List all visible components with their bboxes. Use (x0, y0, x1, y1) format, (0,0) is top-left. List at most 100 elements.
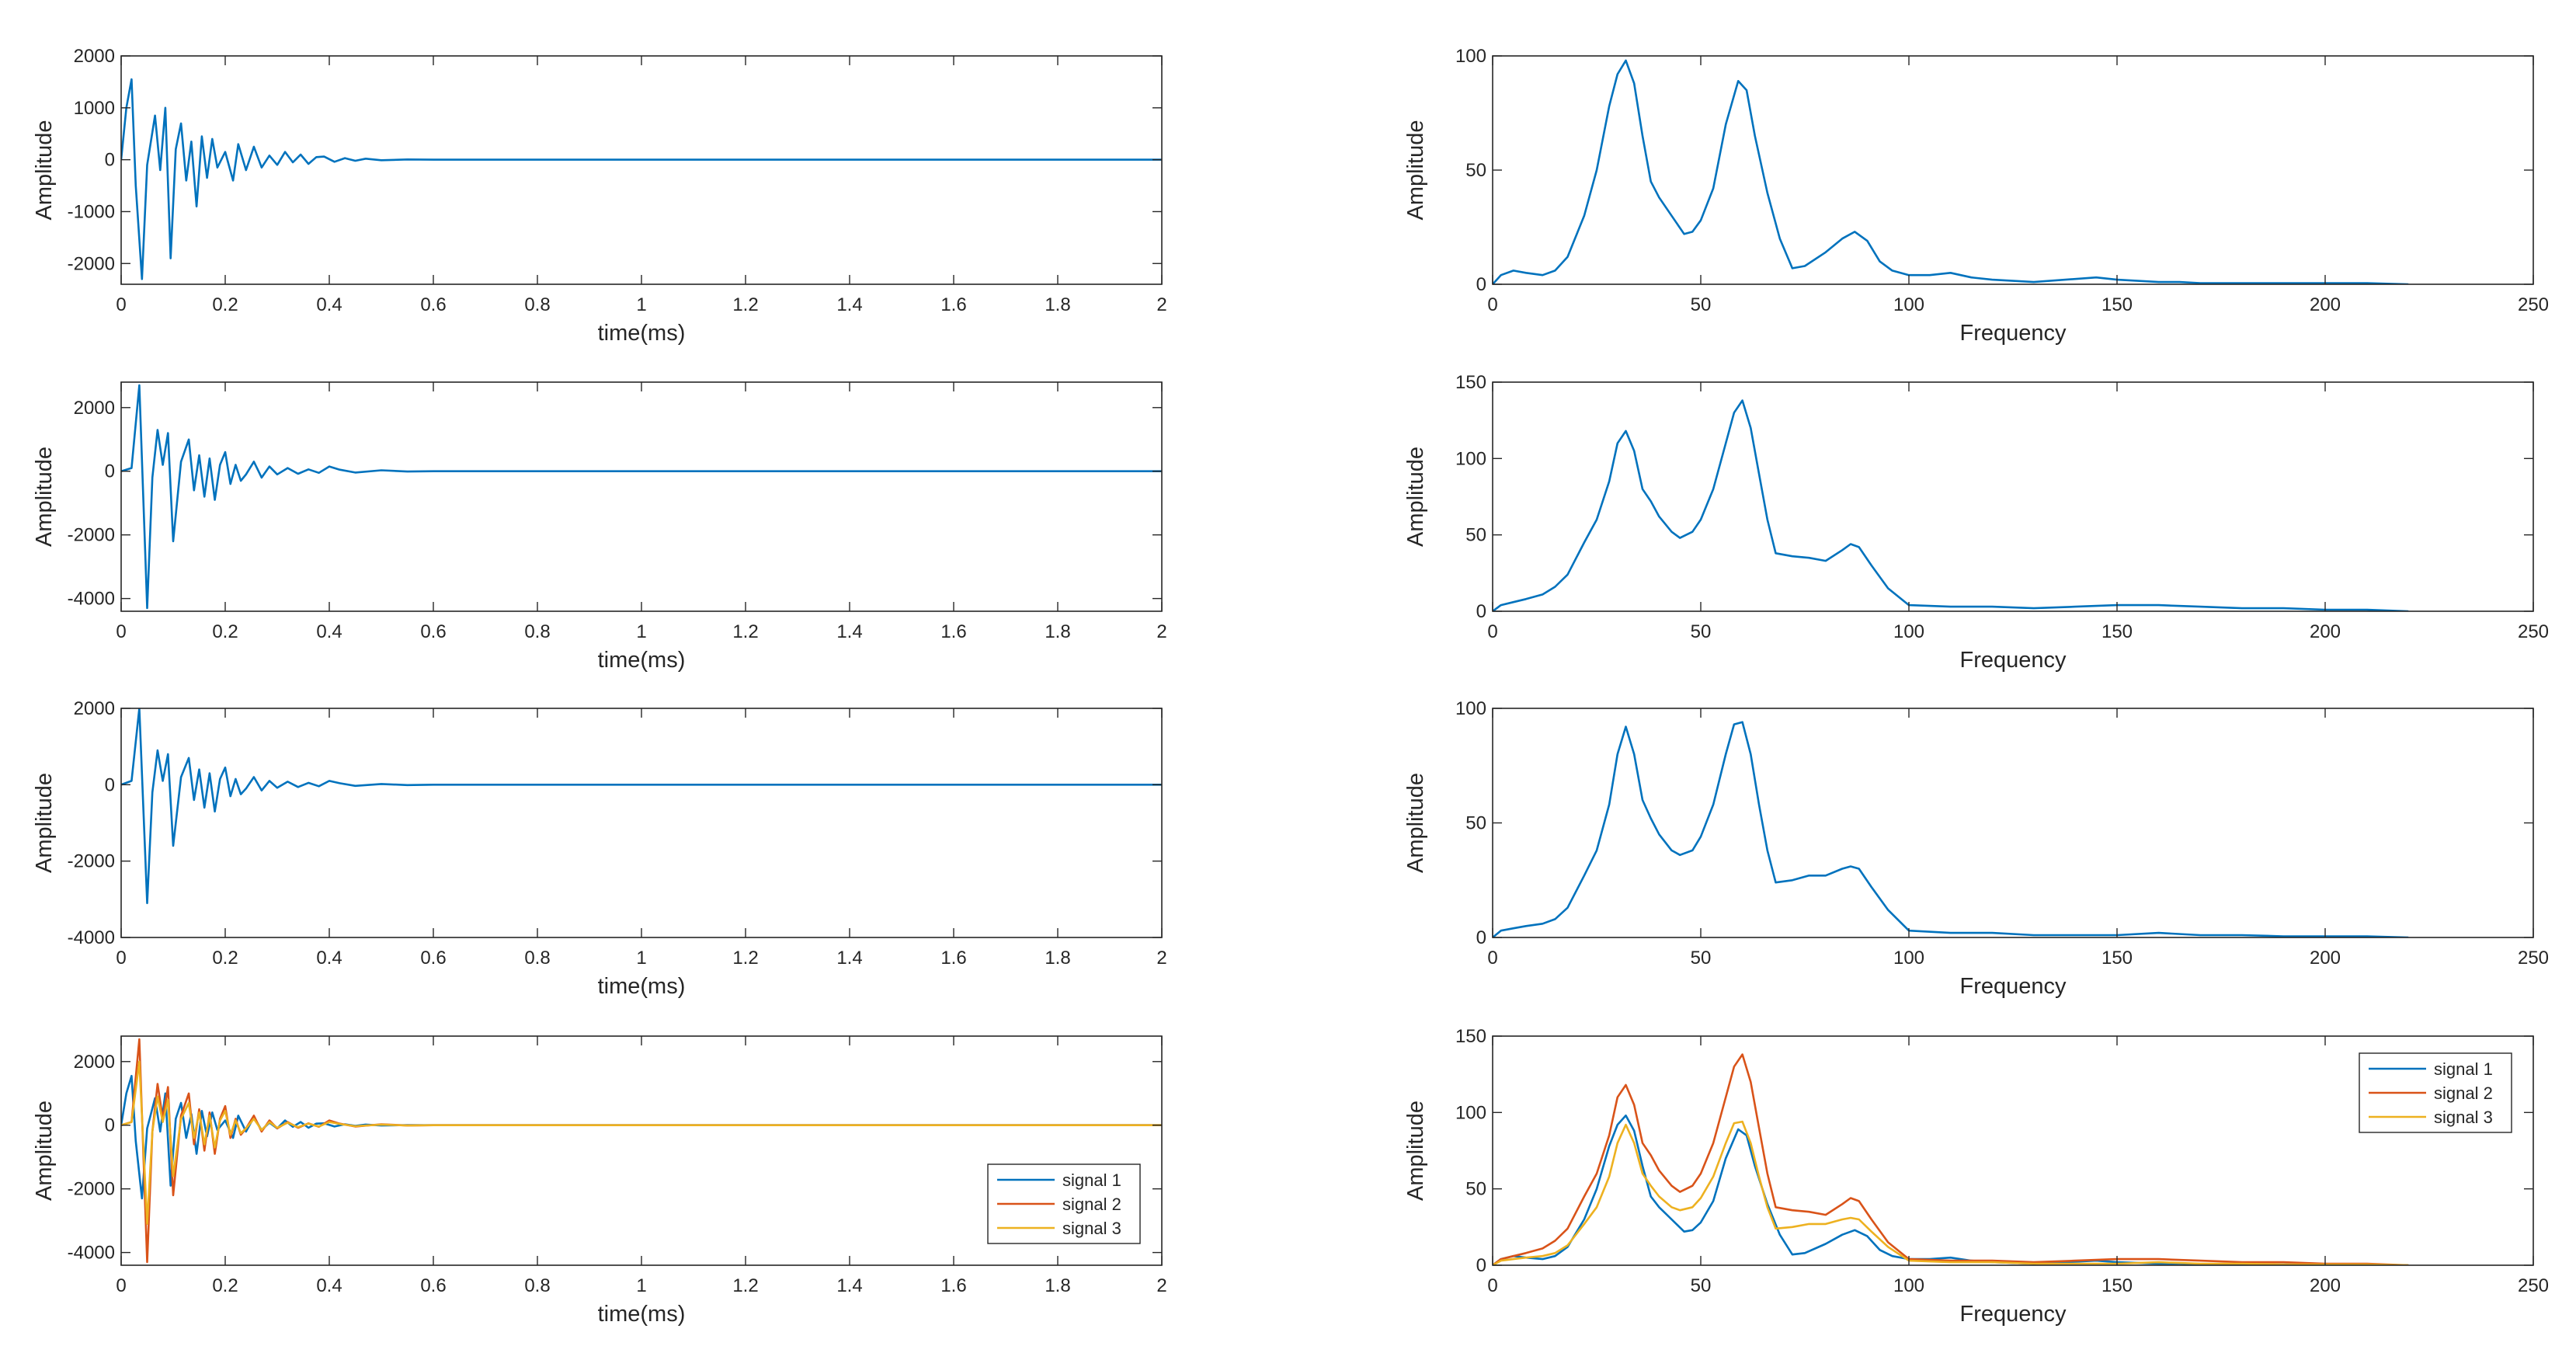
y-tick-label: 100 (1455, 448, 1486, 469)
y-tick-label: 1000 (74, 98, 115, 119)
x-tick-label: 1.2 (732, 1275, 758, 1296)
y-tick-label: 0 (105, 774, 115, 795)
x-tick-label: 1.4 (836, 948, 862, 969)
axes-box (120, 381, 1163, 612)
x-tick-label: 50 (1691, 948, 1712, 969)
y-tick-label: -4000 (68, 1243, 115, 1264)
x-axis-title: Frequency (1959, 321, 2067, 346)
y-tick-label: 50 (1465, 525, 1486, 546)
chart-panel-freq1: 0 50 100 150 200 250 0 50 100 Frequency Amplitude (1403, 46, 2549, 346)
x-tick-label: 50 (1691, 621, 1712, 642)
series-line-signal-2 (1493, 1053, 2409, 1265)
x-tick-label: 0.6 (420, 948, 446, 969)
chart-panel-time2: 0 0.2 0.4 0.6 0.8 1 1.2 1.4 1.6 1.8 2 -4000 -2000 0 20… (32, 381, 1167, 673)
series-line-series-1 (121, 384, 1162, 610)
series-line-series-1 (1493, 399, 2409, 611)
legend-label: signal 3 (2434, 1108, 2493, 1127)
x-tick-label: 50 (1691, 1275, 1712, 1296)
x-tick-label: 150 (2101, 294, 2133, 315)
y-axis-title: Amplitude (1403, 1101, 1428, 1201)
y-axis-title: Amplitude (32, 773, 57, 873)
chart-panel-time1: 0 0.2 0.4 0.6 0.8 1 1.2 1.4 1.6 1.8 2 -2000 -1000 0 10… (32, 46, 1167, 346)
x-tick-label: 0.8 (524, 1275, 550, 1296)
x-tick-label: 2 (1156, 294, 1166, 315)
x-tick-label: 0.4 (316, 1275, 342, 1296)
chart-panel-freq4: 0 50 100 150 200 250 0 50 100 150 Frequency Amplitu… (1403, 1026, 2549, 1327)
y-axis-title: Amplitude (1403, 447, 1428, 547)
y-tick-label: -4000 (68, 927, 115, 948)
series-line-signal-1 (1493, 1115, 2409, 1265)
x-tick-label: 150 (2101, 621, 2133, 642)
chart-panel-freq3: 0 50 100 150 200 250 0 50 100 Frequency Amplitude (1403, 698, 2549, 999)
x-tick-label: 0 (1487, 294, 1497, 315)
x-tick-label: 100 (1893, 294, 1924, 315)
x-tick-label: 0 (116, 621, 126, 642)
x-tick-label: 2 (1156, 621, 1166, 642)
y-tick-label: -4000 (68, 589, 115, 610)
y-tick-label: 100 (1455, 698, 1486, 719)
x-tick-label: 0.2 (212, 1275, 238, 1296)
chart-panel-time3: 0 0.2 0.4 0.6 0.8 1 1.2 1.4 1.6 1.8 2 -4000 -2000 0 20… (32, 698, 1167, 999)
x-tick-label: 50 (1691, 294, 1712, 315)
x-tick-label: 250 (2518, 621, 2549, 642)
series-line-signal-3 (121, 1060, 1162, 1225)
axes-box (120, 708, 1163, 938)
y-tick-label: 0 (105, 461, 115, 482)
y-tick-label: 2000 (74, 398, 115, 419)
x-axis-title: time(ms) (598, 321, 686, 346)
x-tick-label: 1 (636, 294, 646, 315)
x-axis-title: time(ms) (598, 1302, 686, 1327)
y-tick-label: 50 (1465, 160, 1486, 181)
y-axis-title: Amplitude (32, 447, 57, 547)
legend-label: signal 1 (2434, 1059, 2493, 1079)
y-tick-label: 50 (1465, 813, 1486, 834)
x-tick-label: 0.2 (212, 294, 238, 315)
y-tick-label: 2000 (74, 1052, 115, 1073)
x-tick-label: 1.8 (1045, 948, 1070, 969)
x-tick-label: 1.8 (1045, 294, 1070, 315)
series-line-series-1 (121, 78, 1162, 280)
x-tick-label: 200 (2310, 948, 2341, 969)
x-tick-label: 1.8 (1045, 1275, 1070, 1296)
x-tick-label: 200 (2310, 621, 2341, 642)
x-tick-label: 100 (1893, 948, 1924, 969)
x-tick-label: 0.8 (524, 294, 550, 315)
x-tick-label: 150 (2101, 1275, 2133, 1296)
series-line-series-1 (1493, 59, 2409, 284)
x-tick-label: 0.8 (524, 948, 550, 969)
x-tick-label: 0 (1487, 948, 1497, 969)
x-axis-title: Frequency (1959, 974, 2067, 999)
y-axis-title: Amplitude (32, 1101, 57, 1201)
x-tick-label: 0 (116, 948, 126, 969)
y-tick-label: 0 (1476, 927, 1486, 948)
x-tick-label: 250 (2518, 948, 2549, 969)
x-tick-label: 1.4 (836, 294, 862, 315)
x-tick-label: 1 (636, 948, 646, 969)
y-tick-label: 100 (1455, 1102, 1486, 1123)
x-tick-label: 1.6 (940, 1275, 966, 1296)
axes-box (1492, 1035, 2534, 1266)
x-tick-label: 100 (1893, 1275, 1924, 1296)
y-axis-title: Amplitude (32, 120, 57, 221)
x-tick-label: 1.2 (732, 294, 758, 315)
y-tick-label: -2000 (68, 253, 115, 274)
chart-panel-freq2: 0 50 100 150 200 250 0 50 100 150 Frequency Amplitu… (1403, 372, 2549, 673)
x-tick-label: 0.6 (420, 294, 446, 315)
x-tick-label: 200 (2310, 1275, 2341, 1296)
y-tick-label: 0 (1476, 274, 1486, 295)
x-axis-title: Frequency (1959, 648, 2067, 673)
x-axis-title: time(ms) (598, 974, 686, 999)
x-tick-label: 0.8 (524, 621, 550, 642)
x-tick-label: 1.4 (836, 621, 862, 642)
x-tick-label: 1.4 (836, 1275, 862, 1296)
legend-label: signal 2 (2434, 1083, 2493, 1103)
x-tick-label: 1 (636, 621, 646, 642)
y-tick-label: -2000 (68, 851, 115, 872)
x-tick-label: 150 (2101, 948, 2133, 969)
x-axis-title: Frequency (1959, 1302, 2067, 1327)
x-tick-label: 250 (2518, 1275, 2549, 1296)
x-tick-label: 0 (1487, 621, 1497, 642)
x-tick-label: 0 (116, 1275, 126, 1296)
y-tick-label: -1000 (68, 201, 115, 222)
